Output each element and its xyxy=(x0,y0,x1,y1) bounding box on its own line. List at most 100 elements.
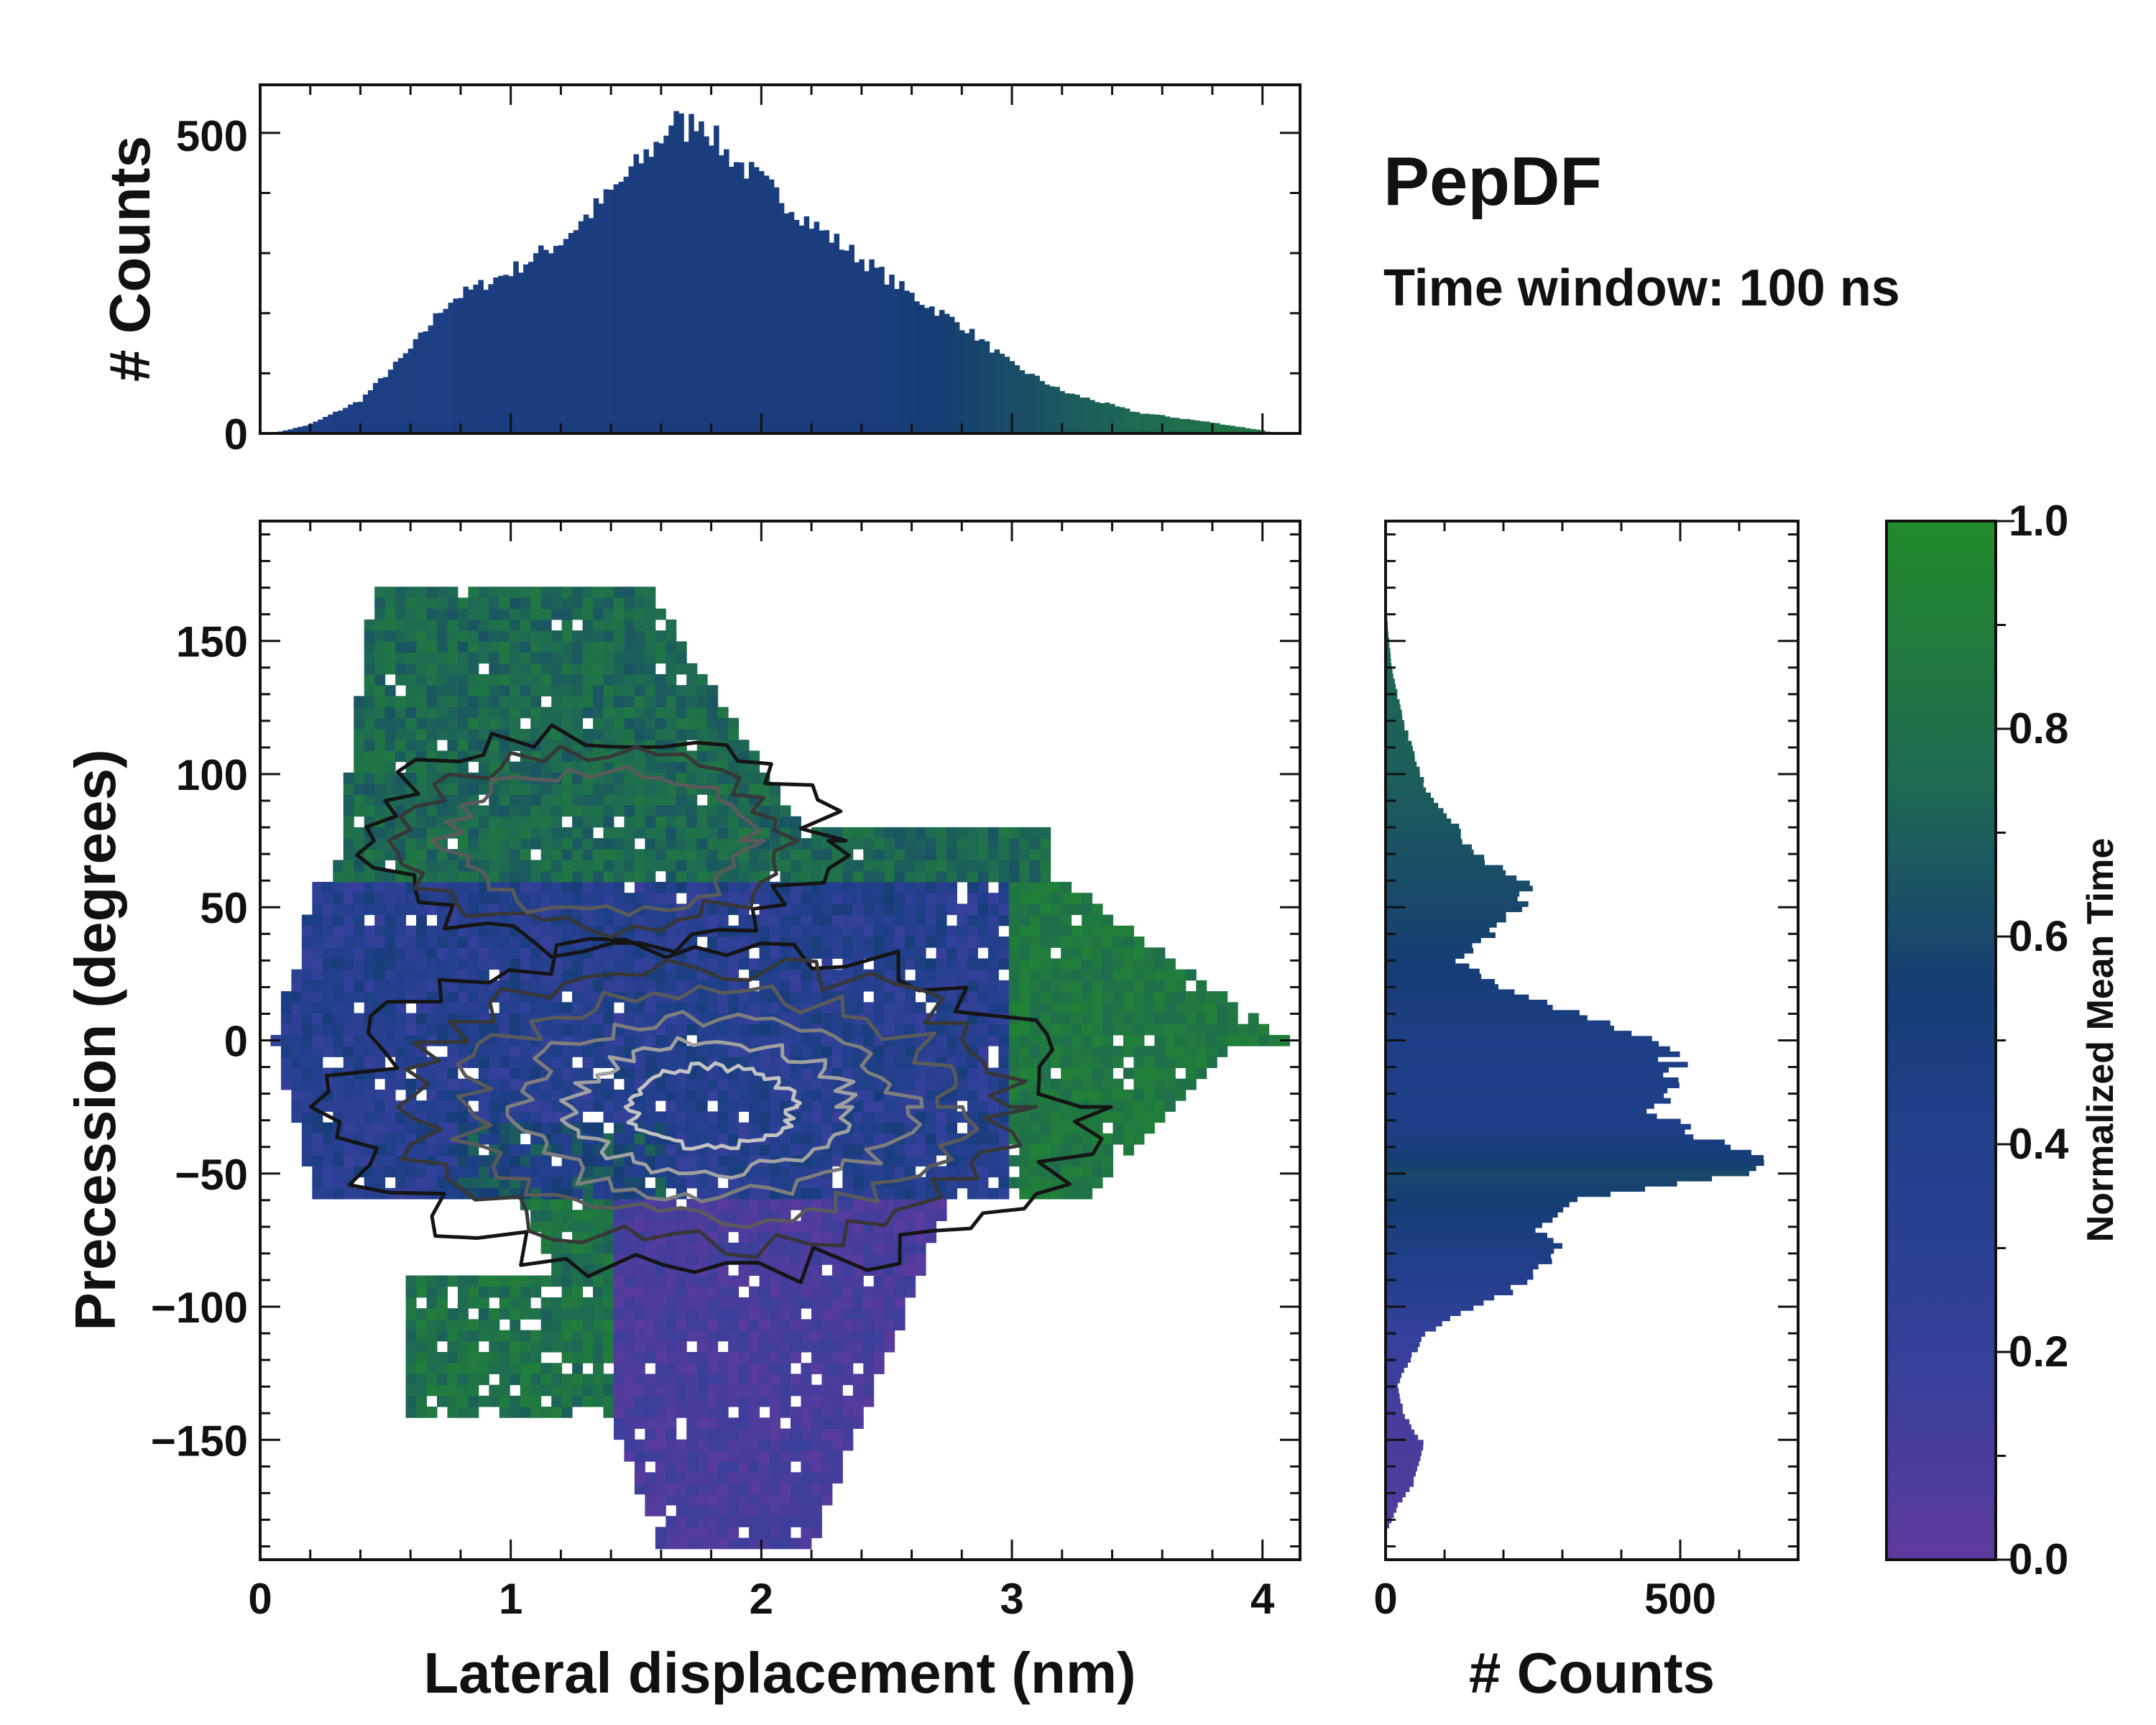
heatmap-cell xyxy=(780,1210,791,1221)
top-histogram-bar xyxy=(879,267,885,433)
heatmap-cell xyxy=(780,1384,791,1397)
heatmap-cell xyxy=(1112,1078,1124,1090)
heatmap-cell xyxy=(322,1002,333,1013)
heatmap-cell xyxy=(728,816,740,828)
heatmap-cell xyxy=(831,1461,843,1473)
heatmap-cell xyxy=(447,1100,459,1112)
heatmap-cell xyxy=(645,1275,656,1287)
heatmap-cell xyxy=(946,1122,957,1134)
heatmap-cell xyxy=(416,630,428,642)
top-histogram-bar xyxy=(763,175,770,433)
top-histogram-bar xyxy=(738,162,745,433)
heatmap-cell xyxy=(936,860,947,872)
heatmap-cell xyxy=(436,1319,448,1331)
heatmap-cell xyxy=(354,903,365,916)
heatmap-cell xyxy=(1123,1046,1134,1057)
heatmap-cell xyxy=(561,685,573,696)
heatmap-cell xyxy=(884,1286,895,1298)
heatmap-cell xyxy=(1040,893,1051,904)
heatmap-cell xyxy=(780,1286,791,1298)
heatmap-cell xyxy=(447,597,459,610)
heatmap-cell xyxy=(436,1002,448,1013)
heatmap-cell xyxy=(884,1275,895,1287)
heatmap-cell xyxy=(717,1537,729,1550)
heatmap-cell xyxy=(499,1166,510,1178)
heatmap-cell xyxy=(572,1340,584,1353)
heatmap-cell xyxy=(489,893,500,904)
heatmap-cell xyxy=(936,1210,947,1221)
heatmap-cell xyxy=(801,1013,812,1025)
right-histogram-bar xyxy=(1386,1233,1548,1238)
heatmap-cell xyxy=(915,925,926,937)
heatmap-cell xyxy=(873,991,885,1003)
heatmap-cell xyxy=(384,903,396,916)
top-histogram-bar xyxy=(1100,402,1105,433)
heatmap-cell xyxy=(572,1024,584,1036)
heatmap-cell xyxy=(447,1144,459,1156)
heatmap-cell xyxy=(946,1046,957,1057)
heatmap-cell xyxy=(634,663,645,675)
heatmap-cell xyxy=(405,696,417,708)
heatmap-cell xyxy=(811,1286,822,1298)
heatmap-cell xyxy=(717,1395,729,1407)
heatmap-cell xyxy=(977,870,989,883)
heatmap-cell xyxy=(613,1111,625,1123)
heatmap-cell xyxy=(905,1242,916,1254)
heatmap-cell xyxy=(395,1024,407,1036)
heatmap-cell xyxy=(1019,1177,1031,1189)
heatmap-cell xyxy=(530,685,542,696)
heatmap-cell xyxy=(645,1286,656,1298)
heatmap-cell xyxy=(842,1340,854,1353)
heatmap-cell xyxy=(457,729,469,740)
heatmap-cell xyxy=(1040,1111,1051,1123)
heatmap-cell xyxy=(624,805,635,817)
heatmap-cell xyxy=(301,958,313,970)
heatmap-cell xyxy=(561,1374,573,1386)
heatmap-cell xyxy=(624,696,635,708)
heatmap-cell xyxy=(354,947,365,959)
heatmap-cell xyxy=(811,1428,822,1440)
top-histogram-bar xyxy=(573,230,579,433)
heatmap-cell xyxy=(624,641,635,653)
heatmap-cell xyxy=(624,1450,635,1462)
heatmap-cell xyxy=(634,761,645,773)
heatmap-cell xyxy=(520,707,531,719)
heatmap-cell xyxy=(686,1275,698,1287)
heatmap-cell xyxy=(416,707,428,719)
heatmap-cell xyxy=(873,925,885,937)
heatmap-cell xyxy=(884,849,895,861)
heatmap-cell xyxy=(426,903,438,916)
heatmap-cell xyxy=(717,1002,729,1013)
heatmap-cell xyxy=(301,1067,313,1080)
main-ytick-labels: 150 100 50 0 −50 −100 −150 xyxy=(151,618,248,1466)
heatmap-cell xyxy=(728,1516,740,1527)
heatmap-cell xyxy=(987,827,999,839)
heatmap-cell xyxy=(436,663,448,675)
heatmap-cell xyxy=(1029,881,1041,893)
heatmap-cell xyxy=(686,1504,698,1517)
heatmap-cell xyxy=(384,1122,396,1134)
right-histogram-bar xyxy=(1386,1414,1405,1420)
heatmap-cell xyxy=(967,914,978,926)
heatmap-cell xyxy=(1061,1057,1072,1069)
heatmap-cell xyxy=(540,1407,552,1418)
top-histogram-bar xyxy=(1074,395,1080,433)
top-histogram-bar xyxy=(298,426,303,433)
heatmap-cell xyxy=(676,1089,687,1101)
heatmap-cell xyxy=(322,1046,333,1057)
heatmap-cell xyxy=(478,1166,489,1178)
heatmap-cell xyxy=(1154,1089,1166,1101)
heatmap-cell xyxy=(322,1034,333,1046)
heatmap-cell xyxy=(634,794,645,806)
heatmap-cell xyxy=(405,608,417,620)
heatmap-cell xyxy=(384,1133,396,1145)
heatmap-cell xyxy=(540,794,552,806)
ytick-label-minus150: −150 xyxy=(151,1417,248,1465)
top-histogram-bar xyxy=(999,354,1005,433)
heatmap-cell xyxy=(1029,838,1041,850)
heatmap-cell xyxy=(384,783,396,795)
heatmap-cell xyxy=(894,1155,906,1167)
heatmap-cell xyxy=(759,783,770,795)
heatmap-cell xyxy=(333,969,344,981)
heatmap-cell xyxy=(759,1483,770,1495)
